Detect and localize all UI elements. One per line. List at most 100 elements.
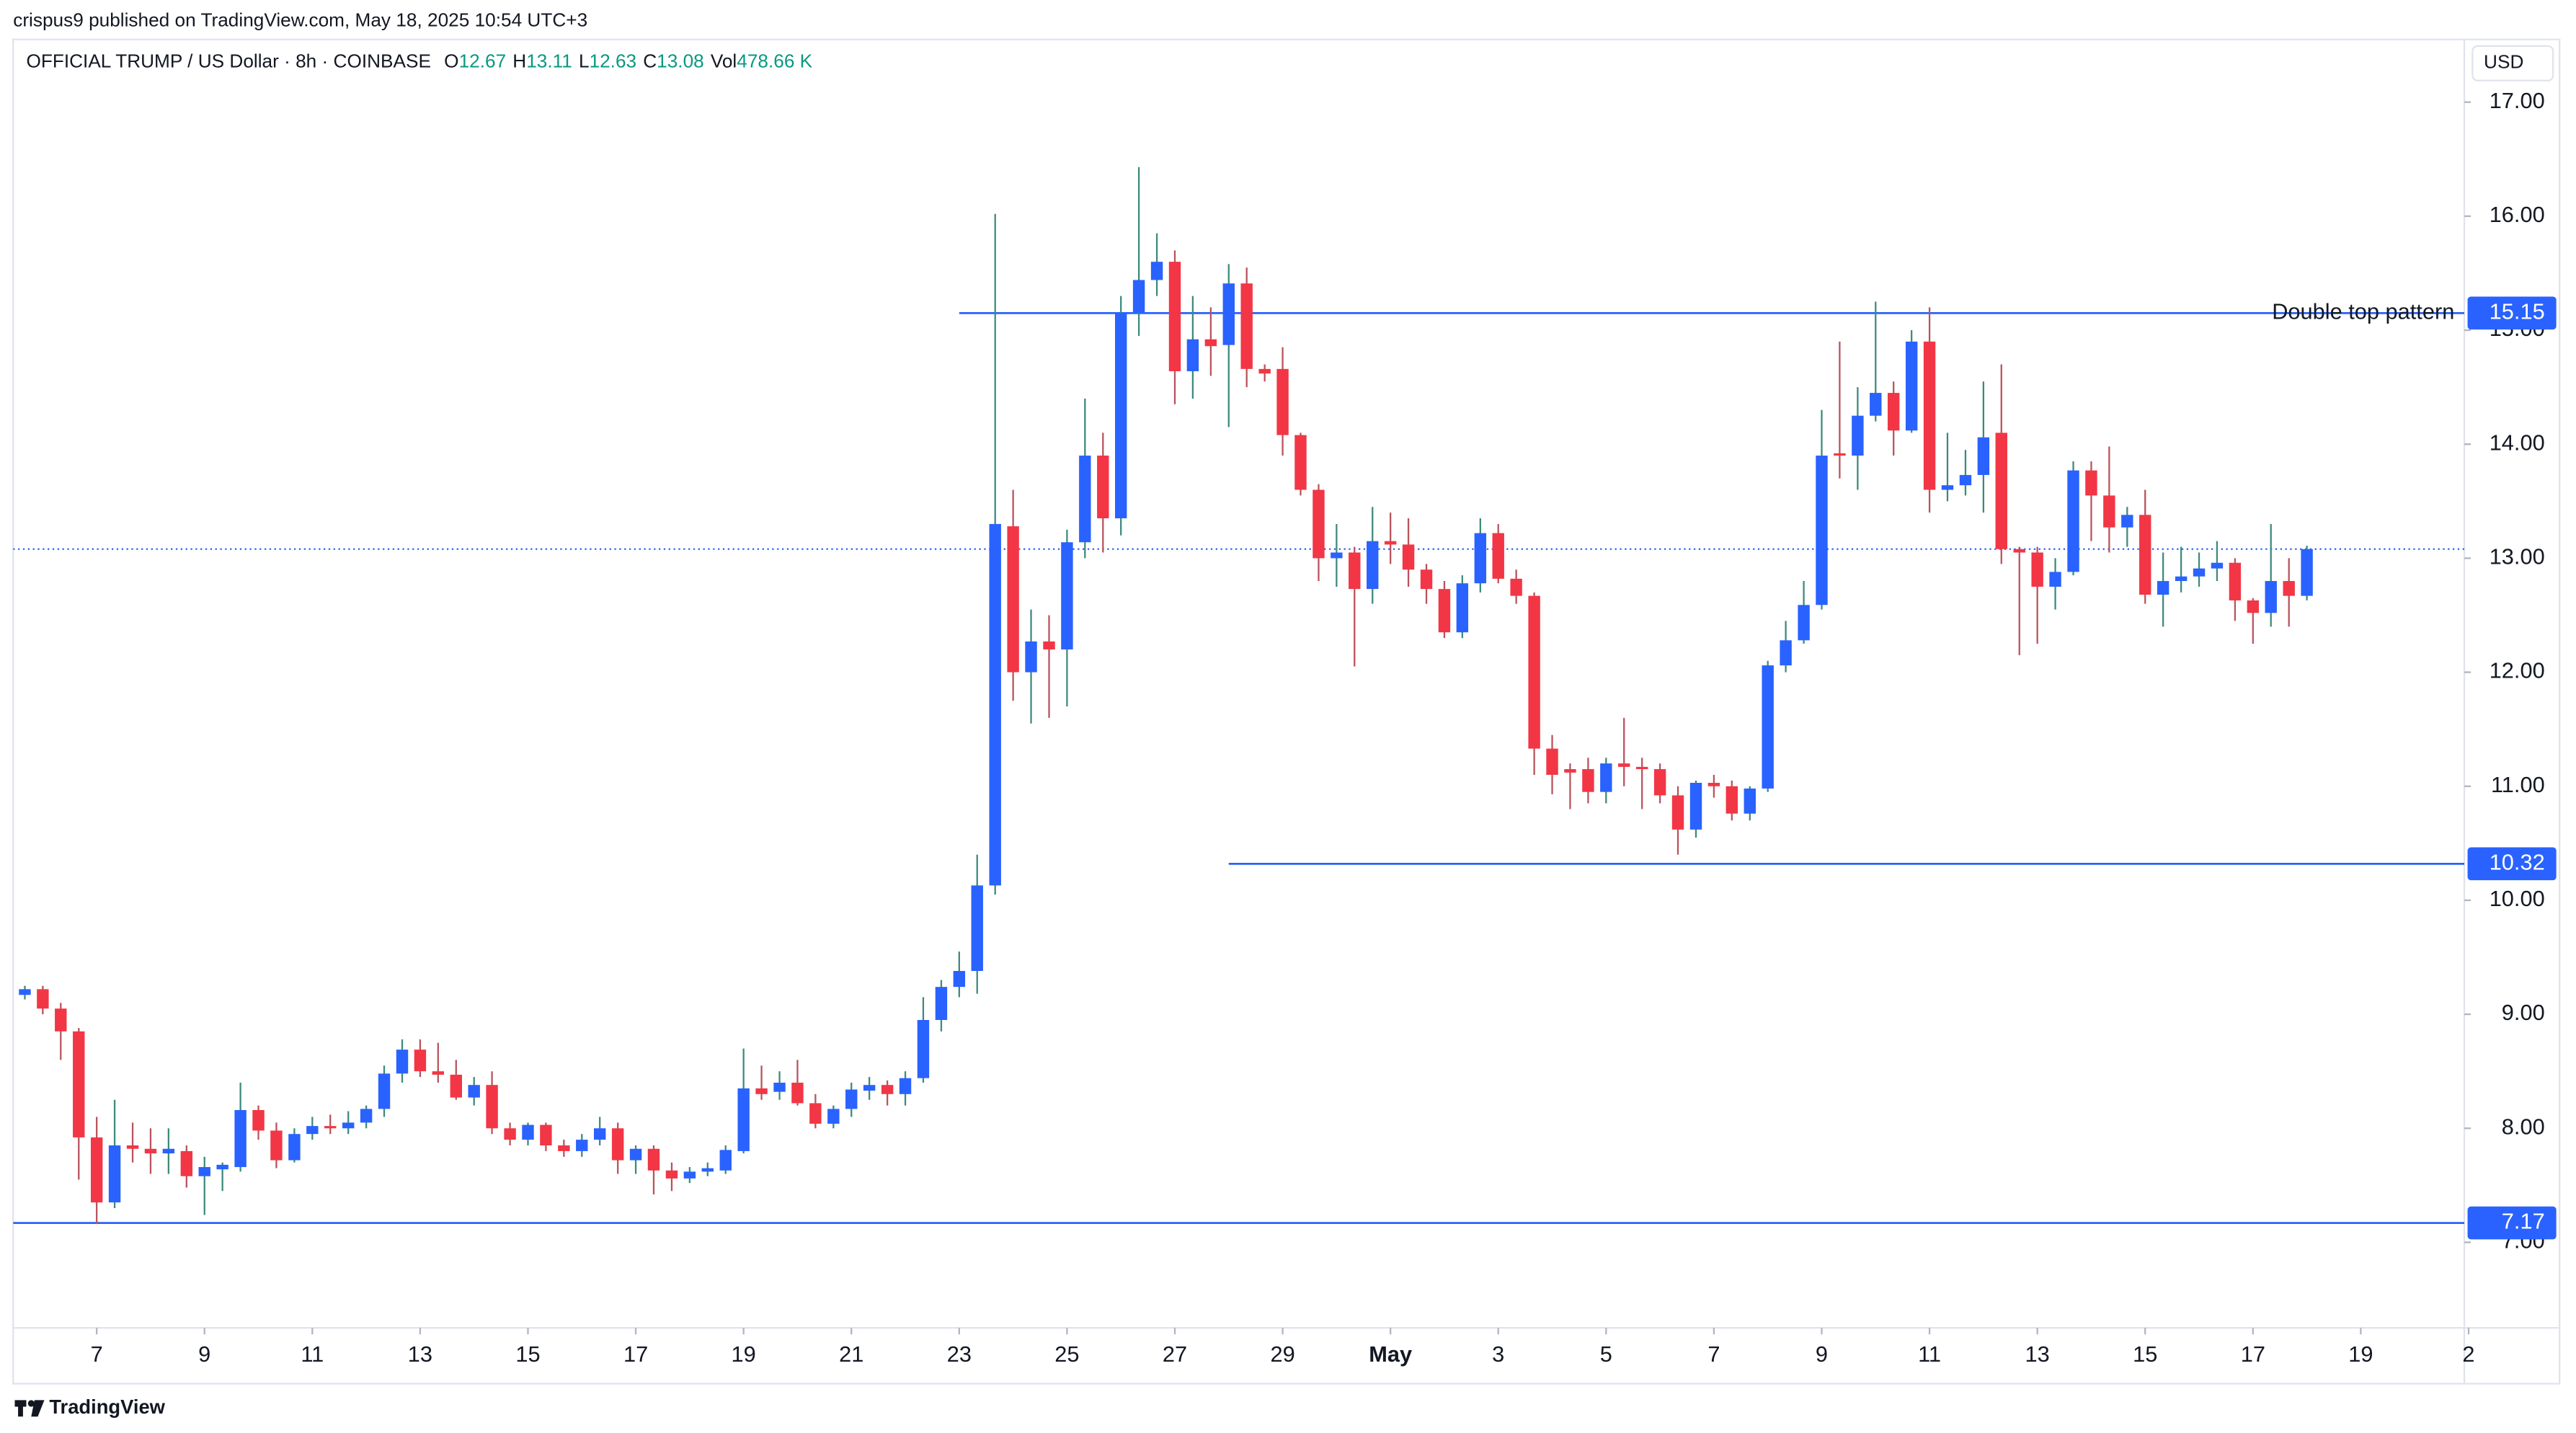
- candle-body: [37, 989, 49, 1009]
- x-tick-label: 3: [1492, 1341, 1504, 1367]
- legend-label: L: [579, 50, 590, 72]
- candle-body: [504, 1128, 516, 1140]
- candle-body: [1492, 533, 1504, 579]
- candle-body: [971, 885, 983, 972]
- x-tick-label: May: [1369, 1341, 1412, 1367]
- candle-body: [360, 1109, 373, 1123]
- y-tick-label: 8.00: [2502, 1114, 2545, 1139]
- candle-body: [1653, 769, 1666, 796]
- candle-body: [737, 1088, 750, 1151]
- candle-body: [126, 1145, 139, 1149]
- candle-body: [1079, 456, 1091, 543]
- x-tick-label: 19: [732, 1341, 756, 1367]
- y-tick-label: 10.00: [2490, 886, 2545, 911]
- x-tick-label: 15: [2133, 1341, 2157, 1367]
- candle-body: [953, 971, 966, 988]
- candle-body: [2031, 552, 2043, 587]
- y-tick-label: 9.00: [2502, 1000, 2545, 1025]
- candle-body: [73, 1031, 85, 1137]
- candle-body: [1852, 415, 1864, 456]
- legend-value: 13.11: [526, 50, 572, 72]
- candle-body: [1186, 339, 1199, 372]
- candle-body: [1204, 339, 1217, 347]
- candle-body: [2301, 549, 2313, 596]
- candle-body: [558, 1145, 570, 1151]
- x-tick-label: 19: [2348, 1341, 2373, 1367]
- candle-body: [1276, 368, 1289, 435]
- candle-body: [234, 1109, 247, 1168]
- candle-body: [845, 1089, 858, 1109]
- x-tick-label: 9: [198, 1341, 210, 1367]
- x-tick-label: 29: [1270, 1341, 1294, 1367]
- candle-body: [1959, 474, 1972, 486]
- candle-body: [1546, 748, 1558, 775]
- x-tick-label: 11: [301, 1341, 324, 1367]
- x-tick-label: 21: [839, 1341, 863, 1367]
- candle-body: [1528, 595, 1540, 749]
- candle-body: [2247, 600, 2260, 613]
- candle-body: [1977, 437, 1990, 475]
- candle-body: [1618, 763, 1630, 767]
- price-tag: [2467, 847, 2557, 881]
- candle-body: [540, 1124, 552, 1146]
- candle-body: [1043, 641, 1055, 649]
- candle-body: [1870, 393, 1882, 416]
- candle-body: [989, 523, 1001, 886]
- candle-body: [1798, 605, 1810, 641]
- candle-body: [683, 1171, 696, 1179]
- legend-value: 12.67: [459, 50, 507, 72]
- candle-body: [1834, 453, 1846, 456]
- legend-value: 13.08: [657, 50, 704, 72]
- candle-body: [863, 1085, 876, 1091]
- candle-body: [791, 1083, 804, 1104]
- candle-body: [2229, 562, 2242, 600]
- candle-body: [1941, 485, 1954, 490]
- annotation: Double top pattern: [2272, 298, 2454, 324]
- x-tick-label: 13: [2025, 1341, 2050, 1367]
- candle-body: [1007, 526, 1019, 673]
- candle-body: [1780, 640, 1792, 666]
- candle-body: [593, 1128, 606, 1140]
- footer-logo: [14, 1400, 45, 1417]
- candle-body: [1726, 786, 1738, 814]
- candle-body: [1744, 788, 1756, 814]
- candle-body: [1025, 641, 1037, 673]
- candle-body: [180, 1150, 193, 1176]
- price-tag-label: 15.15: [2490, 298, 2545, 324]
- candle-body: [1582, 769, 1594, 792]
- candle-body: [2211, 562, 2224, 569]
- legend: OFFICIAL TRUMP / US Dollar · 8h · COINBA…: [26, 50, 812, 72]
- candle-body: [755, 1088, 768, 1094]
- candle-body: [917, 1020, 930, 1078]
- candle-body: [1923, 341, 1936, 490]
- y-tick-label: 12.00: [2490, 658, 2545, 683]
- candle-body: [522, 1124, 534, 1140]
- candle-body: [1150, 262, 1163, 280]
- logo-part: [18, 1405, 23, 1417]
- candle-body: [1707, 783, 1720, 786]
- candle-body: [1240, 283, 1253, 369]
- candle-body: [216, 1164, 228, 1170]
- legend-label: Vol: [711, 50, 737, 72]
- price-tag-label: 7.17: [2502, 1209, 2545, 1234]
- x-tick-label: 2: [2462, 1341, 2474, 1367]
- candle-body: [1097, 456, 1109, 519]
- candle-body: [1402, 544, 1415, 570]
- y-tick-label: 11.00: [2491, 772, 2545, 797]
- overlay: 7.008.009.0010.0011.0012.0013.0014.0015.…: [91, 88, 2557, 1367]
- symbol: OFFICIAL TRUMP / US Dollar · 8h · COINBA…: [26, 50, 430, 72]
- candle-body: [2121, 515, 2133, 528]
- x-tick-label: 11: [1918, 1341, 1941, 1367]
- candle-body: [2139, 515, 2151, 595]
- y-tick-label: 13.00: [2490, 544, 2545, 569]
- candle-body: [1762, 665, 1774, 789]
- currency: USD: [2484, 51, 2523, 73]
- candle-body: [1600, 763, 1612, 792]
- candle-body: [1816, 456, 1828, 605]
- candle-body: [647, 1148, 660, 1171]
- candle-body: [1887, 393, 1900, 431]
- candle-body: [1438, 589, 1451, 633]
- candle-body: [1420, 569, 1433, 590]
- candle-body: [881, 1085, 894, 1094]
